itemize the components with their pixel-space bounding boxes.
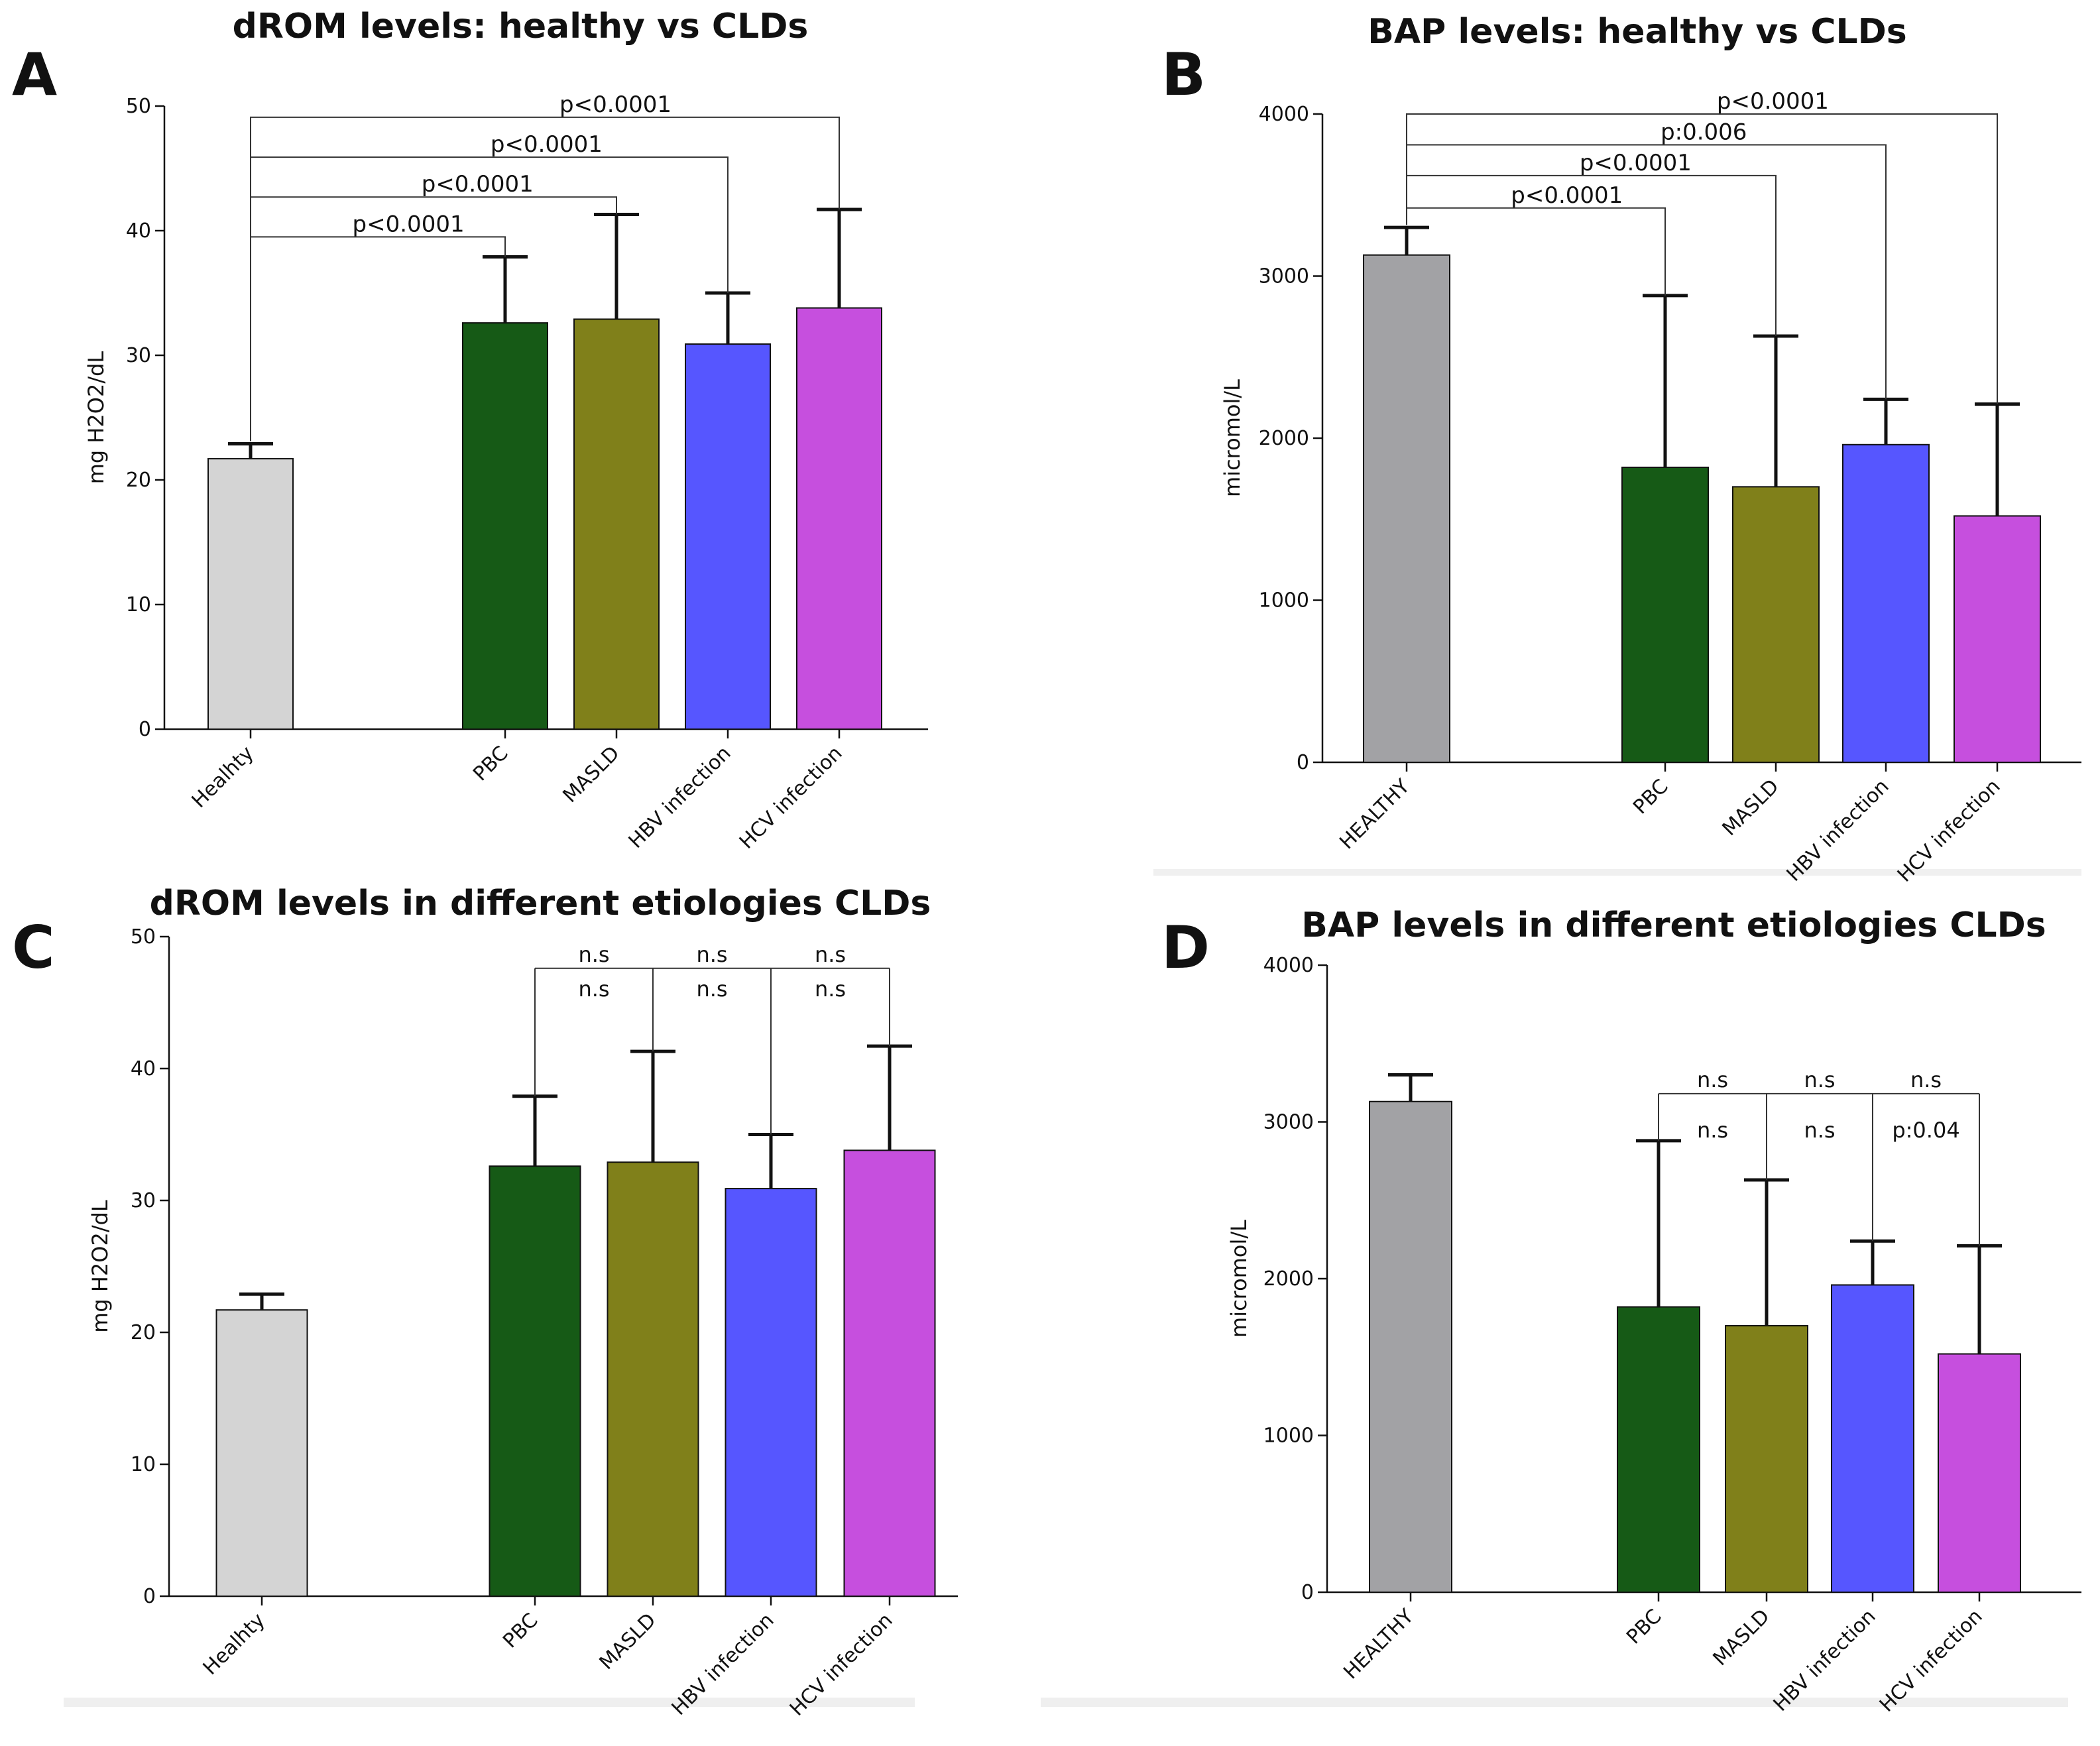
panel-letter: D bbox=[1161, 913, 1210, 982]
ns-label-bottom: n.s bbox=[578, 976, 609, 1002]
bar-healhty bbox=[207, 458, 294, 730]
y-tick-label: 50 bbox=[131, 925, 156, 949]
bar-hcv-infection bbox=[843, 1149, 936, 1597]
p-value-label: p<0.0001 bbox=[353, 211, 465, 237]
ns-label-top: n.s bbox=[578, 942, 609, 967]
y-tick-label: 0 bbox=[143, 1585, 156, 1608]
ns-label-bottom: p:0.04 bbox=[1892, 1118, 1959, 1143]
chart-title: dROM levels in different etiologies CLDs bbox=[150, 884, 931, 923]
y-tick-label: 20 bbox=[131, 1321, 156, 1344]
y-tick-label: 30 bbox=[131, 1189, 156, 1212]
y-tick-label: 2000 bbox=[1263, 1267, 1314, 1291]
ns-label-top: n.s bbox=[815, 942, 846, 967]
bar-hbv-infection bbox=[1842, 443, 1930, 764]
bar-hcv-infection bbox=[1938, 1353, 2021, 1594]
bar-healthy bbox=[1369, 1100, 1452, 1593]
bar-hcv-infection bbox=[1954, 515, 2041, 763]
y-tick-label: 1000 bbox=[1263, 1425, 1314, 1448]
ns-label-top: n.s bbox=[1697, 1067, 1728, 1092]
p-value-label: p<0.0001 bbox=[1580, 150, 1692, 176]
y-axis-label: mg H2O2/dL bbox=[88, 1200, 113, 1333]
bar-hbv-infection bbox=[1831, 1284, 1914, 1593]
y-tick-label: 0 bbox=[139, 718, 151, 741]
bar-hbv-infection bbox=[685, 343, 771, 730]
chart-title: BAP levels in different etiologies CLDs bbox=[1301, 905, 2046, 945]
ns-label-bottom: n.s bbox=[1697, 1118, 1728, 1143]
y-tick-label: 20 bbox=[126, 469, 151, 492]
y-axis-label: micromol/L bbox=[1220, 379, 1245, 497]
bar-pbc bbox=[489, 1165, 581, 1597]
bar-hbv-infection bbox=[725, 1188, 817, 1597]
y-axis-label: mg H2O2/dL bbox=[84, 351, 109, 485]
panel-letter: B bbox=[1161, 40, 1206, 109]
chart-title: BAP levels: healthy vs CLDs bbox=[1368, 12, 1906, 52]
y-tick-label: 1000 bbox=[1259, 589, 1309, 612]
ns-label-top: n.s bbox=[1910, 1067, 1942, 1092]
ns-label-bottom: n.s bbox=[1804, 1118, 1835, 1143]
p-value-label: p<0.0001 bbox=[491, 131, 603, 158]
bar-hcv-infection bbox=[796, 307, 882, 730]
bar-masld bbox=[1725, 1324, 1808, 1593]
y-tick-label: 4000 bbox=[1263, 954, 1314, 977]
y-tick-label: 40 bbox=[131, 1057, 156, 1080]
panel-letter: A bbox=[12, 40, 57, 109]
bar-pbc bbox=[1617, 1306, 1700, 1593]
p-value-label: p<0.0001 bbox=[422, 171, 534, 198]
bar-masld bbox=[573, 318, 660, 730]
p-value-label: p:0.006 bbox=[1661, 119, 1747, 145]
y-tick-label: 2000 bbox=[1259, 427, 1309, 450]
bar-pbc bbox=[462, 322, 548, 730]
ns-label-top: n.s bbox=[696, 942, 727, 967]
bar-masld bbox=[1732, 486, 1820, 763]
ns-label-bottom: n.s bbox=[696, 976, 727, 1002]
y-tick-label: 0 bbox=[1301, 1581, 1314, 1604]
ns-label-top: n.s bbox=[1804, 1067, 1835, 1092]
y-tick-label: 0 bbox=[1297, 751, 1309, 774]
y-tick-label: 40 bbox=[126, 219, 151, 243]
y-axis-label: micromol/L bbox=[1226, 1220, 1252, 1338]
p-value-label: p<0.0001 bbox=[559, 91, 671, 118]
y-tick-label: 50 bbox=[126, 95, 151, 118]
significance-bracket bbox=[1406, 113, 1998, 404]
bar-healhty bbox=[215, 1309, 308, 1598]
p-value-label: p<0.0001 bbox=[1511, 182, 1623, 209]
bar-pbc bbox=[1621, 467, 1709, 763]
bar-healthy bbox=[1363, 254, 1450, 763]
p-value-label: p<0.0001 bbox=[1717, 88, 1829, 115]
significance-bracket bbox=[250, 116, 840, 441]
chart-title: dROM levels: healthy vs CLDs bbox=[233, 7, 809, 46]
bar-masld bbox=[607, 1161, 699, 1598]
y-tick-label: 3000 bbox=[1263, 1111, 1314, 1134]
y-tick-label: 4000 bbox=[1259, 103, 1309, 126]
ns-label-bottom: n.s bbox=[815, 976, 846, 1002]
y-tick-label: 30 bbox=[126, 344, 151, 367]
y-tick-label: 10 bbox=[131, 1453, 156, 1476]
panel-letter: C bbox=[12, 913, 55, 982]
y-tick-label: 10 bbox=[126, 593, 151, 616]
y-tick-label: 3000 bbox=[1259, 265, 1309, 288]
